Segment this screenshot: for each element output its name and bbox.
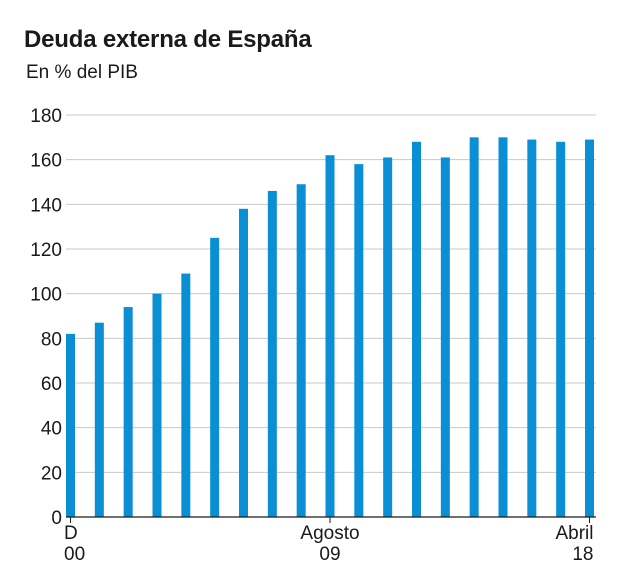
- bar: [267, 190, 277, 517]
- x-tick-label: Agosto: [300, 523, 359, 544]
- y-tick-label: 0: [51, 508, 62, 529]
- bar: [354, 164, 364, 517]
- bar: [94, 322, 104, 517]
- bar: [296, 184, 306, 518]
- y-tick-label: 180: [30, 106, 62, 127]
- bar: [325, 155, 335, 517]
- chart-title: Deuda externa de España: [24, 26, 312, 53]
- y-tick-label: 40: [41, 419, 62, 440]
- bar: [152, 293, 162, 517]
- y-tick-label: 120: [30, 240, 62, 261]
- y-tick-label: 20: [41, 463, 62, 484]
- bar: [383, 157, 393, 517]
- x-tick-label: D: [64, 523, 78, 544]
- bar: [210, 237, 220, 517]
- bar: [498, 137, 508, 517]
- x-tick-label-year: 09: [319, 544, 340, 565]
- y-tick-label: 80: [41, 329, 62, 350]
- bar: [469, 137, 479, 517]
- y-tick-label: 140: [30, 195, 62, 216]
- bar: [412, 141, 421, 518]
- y-tick-label: 160: [30, 151, 62, 172]
- x-tick-label-year: 18: [572, 544, 593, 565]
- x-tick-label: Abril: [555, 523, 593, 544]
- bar: [239, 208, 248, 518]
- chart-subtitle: En % del PIB: [26, 62, 138, 83]
- y-tick-label: 100: [30, 285, 62, 306]
- bar: [527, 139, 537, 517]
- bar: [181, 273, 191, 517]
- bar: [440, 157, 450, 517]
- bar: [66, 333, 75, 517]
- bar: [123, 307, 133, 517]
- bar: [556, 141, 566, 518]
- y-tick-label: 60: [41, 374, 62, 395]
- bar: [585, 139, 594, 517]
- x-tick-label-year: 00: [64, 544, 85, 565]
